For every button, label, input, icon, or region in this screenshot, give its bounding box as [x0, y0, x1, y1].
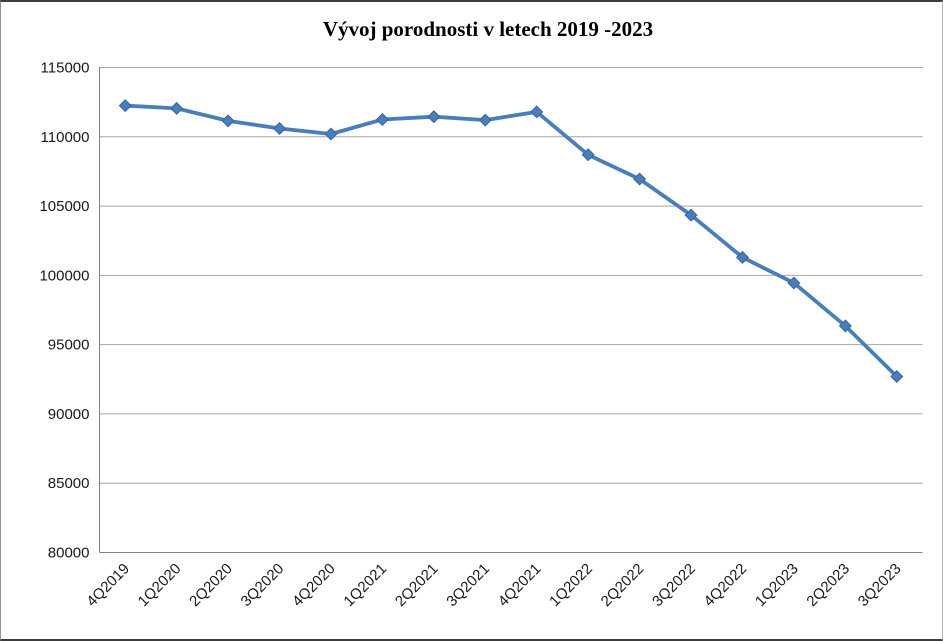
data-point-marker: [324, 127, 338, 141]
x-tick-label: 4Q2022: [701, 560, 751, 610]
y-tick-label: 115000: [41, 60, 90, 77]
x-tick-label: 3Q2020: [238, 560, 288, 610]
data-point-marker: [735, 250, 749, 264]
data-point-marker: [633, 172, 647, 186]
x-tick-label: 3Q2021: [443, 560, 493, 610]
y-tick-label: 90000: [48, 406, 90, 423]
x-tick-label: 4Q2019: [83, 560, 133, 610]
data-point-marker: [375, 112, 389, 126]
y-tick-label: 100000: [39, 267, 89, 284]
y-tick-label: 95000: [48, 337, 90, 354]
data-point-marker: [170, 101, 184, 115]
y-tick-label: 110000: [41, 129, 90, 146]
x-tick-label: 4Q2021: [495, 560, 545, 610]
x-tick-label: 2Q2023: [803, 560, 853, 610]
x-tick-label: 1Q2022: [546, 560, 596, 610]
data-point-marker: [787, 276, 801, 290]
data-point-marker: [118, 99, 132, 113]
data-point-marker: [478, 113, 492, 127]
data-point-marker: [221, 114, 235, 128]
x-tick-label: 3Q2023: [855, 560, 905, 610]
x-tick-label: 3Q2022: [649, 560, 699, 610]
data-point-marker: [838, 319, 852, 333]
data-point-marker: [890, 370, 904, 384]
x-tick-label: 2Q2022: [598, 560, 648, 610]
data-point-marker: [530, 105, 544, 119]
data-point-marker: [427, 110, 441, 124]
chart-title: Vývoj porodnosti v letech 2019 -2023: [322, 17, 654, 41]
x-tick-label: 4Q2020: [289, 560, 339, 610]
x-tick-label: 1Q2020: [135, 560, 185, 610]
x-tick-label: 2Q2020: [186, 560, 236, 610]
x-tick-label: 2Q2021: [392, 560, 442, 610]
y-tick-label: 105000: [39, 198, 89, 215]
y-tick-label: 85000: [48, 475, 90, 492]
data-point-marker: [581, 148, 595, 162]
x-tick-label: 1Q2021: [340, 560, 390, 610]
y-tick-label: 80000: [48, 545, 90, 562]
data-point-marker: [684, 208, 698, 222]
data-line: [123, 103, 899, 379]
x-tick-label: 1Q2023: [752, 560, 802, 610]
data-point-marker: [273, 121, 287, 135]
